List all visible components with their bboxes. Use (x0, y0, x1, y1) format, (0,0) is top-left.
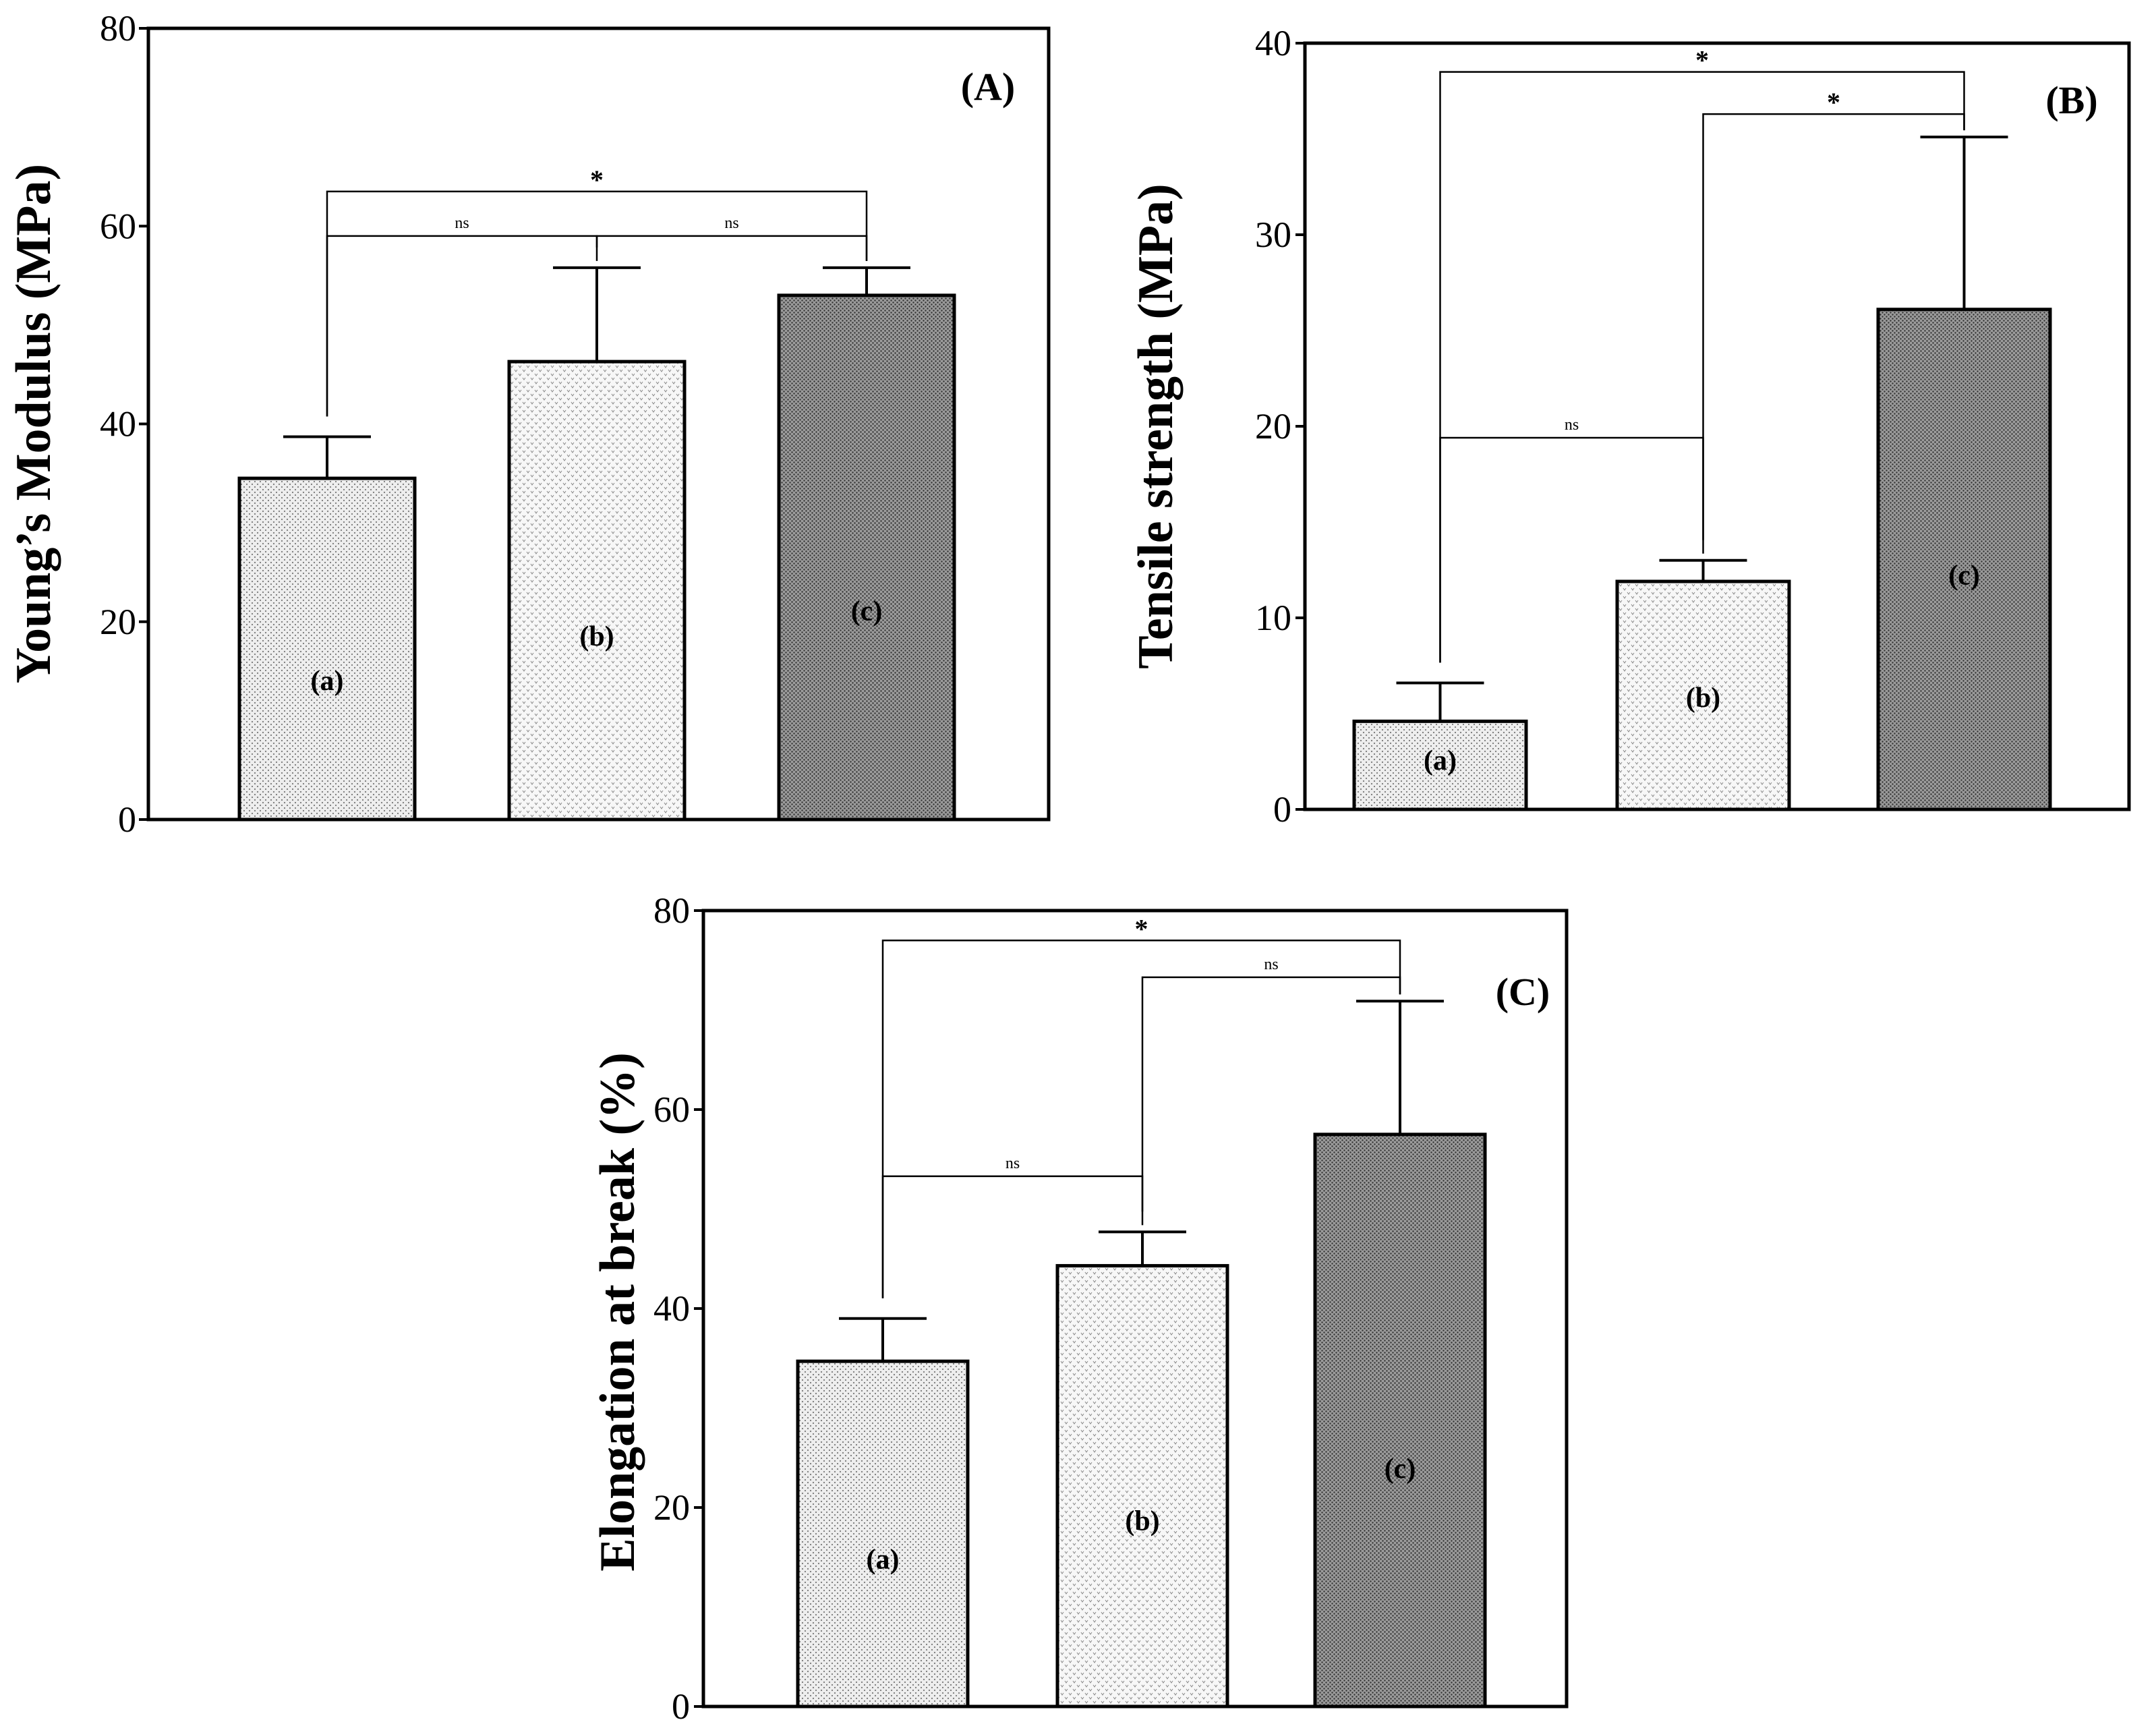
significance-bracket (881, 940, 1401, 1298)
chart-panel-2: 0 10 20 30 40 Tensile strength (MPa) (B) (a) (b)… (1128, 23, 2131, 830)
panels: 0 20 40 60 80 Young’s Modulus (MPa) (A) (a) (b) (… (6, 8, 2131, 1722)
y-tick-label: 0 (672, 1686, 690, 1722)
y-tick-label: 0 (118, 799, 136, 840)
bar-label-c: (c) (1385, 1454, 1416, 1485)
significance-bracket (881, 1175, 1144, 1298)
bar-b (507, 360, 687, 822)
y-tick-label: 30 (1255, 214, 1291, 255)
y-tick-label: 20 (1255, 406, 1291, 447)
significance-bracket (1141, 976, 1401, 1212)
y-tick-label: 40 (653, 1288, 690, 1329)
significance-label: ns (724, 214, 738, 232)
significance-bracket (1702, 113, 1965, 540)
y-axis-label: Tensile strength (MPa) (1128, 183, 1184, 668)
significance-label: * (590, 165, 604, 195)
bar-c (1876, 308, 2052, 811)
y-tick-label: 60 (100, 206, 136, 246)
significance-label: ns (455, 214, 469, 232)
chart-panel-1: 0 20 40 60 80 Young’s Modulus (MPa) (A) (a) (b) (… (6, 8, 1051, 840)
bar-b (1055, 1264, 1229, 1709)
y-tick-label: 20 (100, 602, 136, 642)
bar-b (1615, 579, 1791, 811)
panel-label: (B) (2045, 78, 2097, 122)
significance-label: * (1827, 87, 1840, 117)
bar-label-c: (c) (851, 596, 883, 627)
y-tick-label: 10 (1255, 598, 1291, 638)
bar-label-a: (a) (867, 1544, 900, 1575)
panel-label: (C) (1496, 970, 1550, 1014)
bar-label-b: (b) (579, 621, 614, 652)
significance-bracket (326, 235, 598, 417)
significance-label: ns (1565, 416, 1579, 434)
bar-a (237, 476, 417, 822)
bar-label-c: (c) (1948, 560, 1980, 591)
y-axis-label: Young’s Modulus (MPa) (6, 164, 61, 683)
significance-bracket (1439, 436, 1704, 663)
significance-bracket (595, 235, 868, 261)
chart-panel-3: 0 20 40 60 80 Elongation at break (%) (C) (a) (b… (590, 890, 1569, 1722)
y-tick-label: 60 (653, 1089, 690, 1130)
significance-label: * (1695, 45, 1709, 76)
significance-bracket (1439, 71, 1965, 663)
bar-c (1313, 1132, 1487, 1709)
y-tick-label: 40 (1255, 23, 1291, 63)
bar-c (777, 293, 956, 822)
significance-label: ns (1006, 1155, 1020, 1172)
significance-label: * (1135, 913, 1148, 944)
y-tick-label: 80 (653, 890, 690, 931)
panel-label: (A) (961, 65, 1016, 109)
y-tick-label: 0 (1273, 789, 1291, 830)
bar-a (796, 1359, 970, 1709)
y-axis-label: Elongation at break (%) (590, 1052, 645, 1572)
bar-label-b: (b) (1686, 683, 1720, 714)
y-tick-label: 80 (100, 8, 136, 49)
significance-label: ns (1264, 956, 1278, 973)
bar-label-a: (a) (311, 666, 344, 697)
y-tick-label: 20 (653, 1487, 690, 1528)
bar-label-b: (b) (1125, 1506, 1159, 1537)
y-tick-label: 40 (100, 404, 136, 444)
bar-label-a: (a) (1424, 745, 1457, 776)
